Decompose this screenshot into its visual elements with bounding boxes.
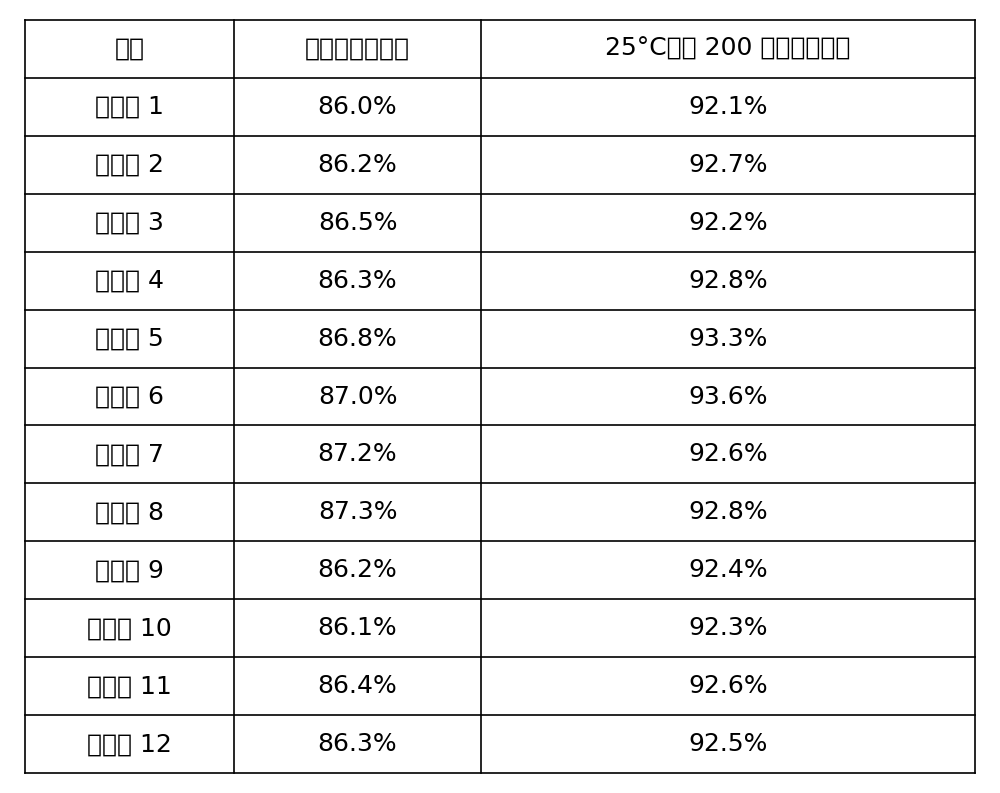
Text: 实施例 1: 实施例 1 — [95, 94, 164, 119]
Text: 86.4%: 86.4% — [318, 674, 397, 699]
Text: 实施例 2: 实施例 2 — [95, 153, 164, 177]
Text: 编号: 编号 — [114, 36, 144, 61]
Text: 实施例 4: 实施例 4 — [95, 269, 164, 293]
Text: 92.6%: 92.6% — [688, 674, 768, 699]
Text: 92.1%: 92.1% — [688, 94, 768, 119]
Text: 86.2%: 86.2% — [318, 153, 397, 177]
Text: 92.5%: 92.5% — [688, 732, 768, 757]
Text: 实施例 7: 实施例 7 — [95, 442, 164, 466]
Text: 87.0%: 87.0% — [318, 385, 397, 408]
Text: 93.3%: 93.3% — [688, 327, 768, 351]
Text: 86.3%: 86.3% — [318, 732, 397, 757]
Text: 92.4%: 92.4% — [688, 558, 768, 582]
Text: 92.8%: 92.8% — [688, 269, 768, 293]
Text: 87.3%: 87.3% — [318, 500, 397, 524]
Text: 86.2%: 86.2% — [318, 558, 397, 582]
Text: 92.8%: 92.8% — [688, 500, 768, 524]
Text: 92.7%: 92.7% — [688, 153, 768, 177]
Text: 92.6%: 92.6% — [688, 442, 768, 466]
Text: 实施例 5: 实施例 5 — [95, 327, 164, 351]
Text: 86.3%: 86.3% — [318, 269, 397, 293]
Text: 实施例 8: 实施例 8 — [95, 500, 164, 524]
Text: 实施例 3: 实施例 3 — [95, 211, 164, 235]
Text: 25°C循环 200 次容量保持率: 25°C循环 200 次容量保持率 — [605, 36, 851, 61]
Text: 92.2%: 92.2% — [688, 211, 768, 235]
Text: 实施例 11: 实施例 11 — [87, 674, 172, 699]
Text: 86.0%: 86.0% — [318, 94, 397, 119]
Text: 实施例 9: 实施例 9 — [95, 558, 164, 582]
Text: 实施例 6: 实施例 6 — [95, 385, 164, 408]
Text: 92.3%: 92.3% — [688, 616, 768, 640]
Text: 实施例 12: 实施例 12 — [87, 732, 172, 757]
Text: 86.1%: 86.1% — [318, 616, 397, 640]
Text: 实施例 10: 实施例 10 — [87, 616, 172, 640]
Text: 首次充放电效率: 首次充放电效率 — [305, 36, 410, 61]
Text: 93.6%: 93.6% — [688, 385, 768, 408]
Text: 87.2%: 87.2% — [318, 442, 397, 466]
Text: 86.8%: 86.8% — [318, 327, 397, 351]
Text: 86.5%: 86.5% — [318, 211, 397, 235]
